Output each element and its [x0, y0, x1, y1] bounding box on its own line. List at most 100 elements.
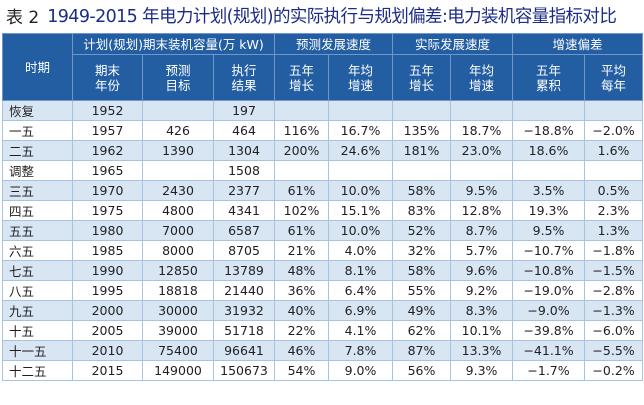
header-actual-growth-group: 实际发展速度 [392, 33, 514, 55]
table-cell [327, 160, 394, 181]
table-cell: −6.0% [584, 320, 644, 341]
table-cell: 6.9% [327, 300, 394, 321]
table-cell: 200% [274, 140, 329, 161]
table-cell: 150673 [213, 360, 275, 381]
table-cell: 16.7% [327, 120, 394, 141]
table-cell: 7.8% [327, 340, 394, 361]
table-cell: 4341 [213, 200, 275, 221]
table-row: 恢复 1952 197 [2, 100, 644, 121]
table-cell: 1990 [72, 260, 143, 281]
table-cell: −1.7% [512, 360, 586, 381]
table-cell: 3.5% [512, 180, 586, 201]
table-cell: 7000 [142, 220, 214, 241]
table-cell: 9.0% [327, 360, 394, 381]
table-row: 十二五 2015 149000 150673 54% 9.0% 56% 9.3% −1.7% −0… [2, 360, 644, 381]
table-row: 四五 1975 4800 4341 102% 15.1% 83% 12.8% 19.3% 2.3% [2, 200, 644, 221]
table-cell [584, 100, 644, 121]
table-cell: 9.2% [450, 280, 514, 301]
table-cell: −0.2% [584, 360, 644, 381]
header-actual-annual: 年均 增速 [450, 54, 514, 101]
table-cell: 1.6% [584, 140, 644, 161]
period-cell: 十二五 [2, 360, 73, 381]
period-cell: 九五 [2, 300, 73, 321]
capacity-comparison-table: 时期 计划(规划)期末装机容量(万 kW) 预测发展速度 实际发展速度 增速偏差… [2, 33, 644, 381]
header-forecast-5yr: 五年 增长 [274, 54, 329, 101]
header-forecast-annual: 年均 增速 [327, 54, 394, 101]
table-cell: 1985 [72, 240, 143, 261]
header-actual-5yr: 五年 增长 [392, 54, 452, 101]
period-cell: 三五 [2, 180, 73, 201]
table-title: 1949-2015 年电力计划(规划)的实际执行与规划偏差:电力装机容量指标对比 [47, 6, 617, 27]
table-cell: 8.7% [450, 220, 514, 241]
table-cell: 52% [392, 220, 452, 241]
table-cell: −39.8% [512, 320, 586, 341]
table-cell: 12.8% [450, 200, 514, 221]
table-cell: 9.5% [450, 180, 514, 201]
table-cell: 31932 [213, 300, 275, 321]
table-cell: −41.1% [512, 340, 586, 361]
table-cell: −10.8% [512, 260, 586, 281]
period-cell: 七五 [2, 260, 73, 281]
table-cell: 2377 [213, 180, 275, 201]
table-cell: 49% [392, 300, 452, 321]
table-cell: 8000 [142, 240, 214, 261]
header-target: 预测 目标 [142, 54, 214, 101]
period-cell: 四五 [2, 200, 73, 221]
table-cell: 2010 [72, 340, 143, 361]
table-cell: 54% [274, 360, 329, 381]
table-cell: 1952 [72, 100, 143, 121]
period-cell: 十一五 [2, 340, 73, 361]
table-cell: 87% [392, 340, 452, 361]
table-cell: 2015 [72, 360, 143, 381]
table-cell: 197 [213, 100, 275, 121]
header-deviation-annual: 平均 每年 [584, 54, 644, 101]
table-cell: 23.0% [450, 140, 514, 161]
table-cell: 8.3% [450, 300, 514, 321]
table-cell: −1.3% [584, 300, 644, 321]
table-cell: 24.6% [327, 140, 394, 161]
table-cell: 5.7% [450, 240, 514, 261]
table-cell [584, 160, 644, 181]
table-cell: 46% [274, 340, 329, 361]
table-cell: −2.0% [584, 120, 644, 141]
table-cell: 18818 [142, 280, 214, 301]
header-period: 时期 [2, 33, 73, 101]
table-cell: 1957 [72, 120, 143, 141]
table-cell: 1970 [72, 180, 143, 201]
table-cell: 1980 [72, 220, 143, 241]
table-cell: 48% [274, 260, 329, 281]
table-cell: 1508 [213, 160, 275, 181]
table-cell: 426 [142, 120, 214, 141]
table-cell: 58% [392, 180, 452, 201]
table-cell: 1390 [142, 140, 214, 161]
table-row: 十五 2005 39000 51718 22% 4.1% 62% 10.1% −39.8% −6.… [2, 320, 644, 341]
header-result: 执行 结果 [213, 54, 275, 101]
header-deviation-5yr: 五年 累积 [512, 54, 586, 101]
table-cell: 1.3% [584, 220, 644, 241]
table-cell: 4.1% [327, 320, 394, 341]
table-row: 七五 1990 12850 13789 48% 8.1% 58% 9.6% −10.8% −1.5… [2, 260, 644, 281]
table-cell: 13789 [213, 260, 275, 281]
table-cell: −1.5% [584, 260, 644, 281]
table-cell [142, 160, 214, 181]
table-cell: 135% [392, 120, 452, 141]
table-cell [512, 160, 586, 181]
table-cell [450, 100, 514, 121]
table-cell: 56% [392, 360, 452, 381]
table-body: 恢复 1952 197 一五 1957 426 464 116% 16.7% 135% 18.7% −… [2, 100, 644, 381]
table-cell [450, 160, 514, 181]
table-row: 五五 1980 7000 6587 61% 10.0% 52% 8.7% 9.5% 1.3% [2, 220, 644, 241]
table-cell: 32% [392, 240, 452, 261]
table-cell: 9.6% [450, 260, 514, 281]
period-cell: 恢复 [2, 100, 73, 121]
period-cell: 五五 [2, 220, 73, 241]
table-cell: 21440 [213, 280, 275, 301]
table-cell: 2430 [142, 180, 214, 201]
table-cell: 181% [392, 140, 452, 161]
table-cell: 1962 [72, 140, 143, 161]
table-cell: 10.0% [327, 220, 394, 241]
table-row: 三五 1970 2430 2377 61% 10.0% 58% 9.5% 3.5% 0.5% [2, 180, 644, 201]
table-cell [274, 160, 329, 181]
table-cell: 19.3% [512, 200, 586, 221]
